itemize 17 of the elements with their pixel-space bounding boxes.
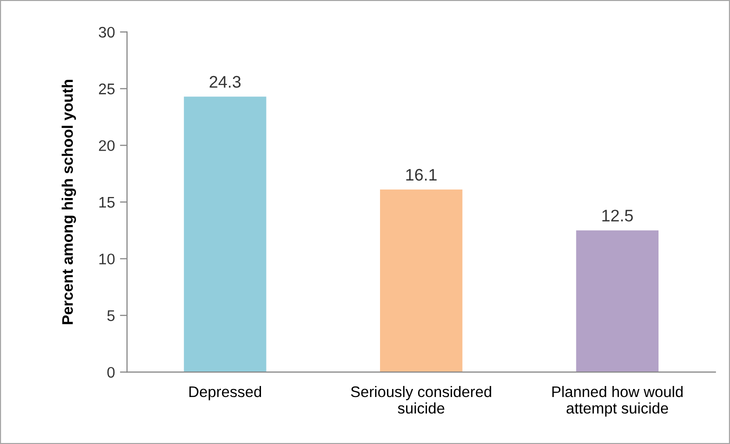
y-tick-label: 25	[98, 84, 115, 94]
x-tick-label: Seriously considered suicide	[351, 386, 492, 414]
bar	[380, 190, 462, 372]
data-label: 16.1	[406, 168, 437, 181]
y-tick-label: 10	[99, 254, 115, 264]
y-tick-label: 15	[99, 197, 115, 208]
y-tick-label: 5	[107, 310, 115, 322]
y-axis-title: Percent among high school youth	[62, 80, 76, 324]
bar	[576, 230, 659, 372]
x-tick-label: Planned how would attempt suicide	[552, 386, 683, 417]
data-label: 12.5	[602, 210, 633, 222]
bar	[184, 96, 266, 372]
data-label: 24.3	[210, 76, 241, 88]
y-tick-label: 30	[98, 26, 115, 38]
y-tick-label: 20	[98, 140, 115, 152]
y-tick-label: 0	[107, 366, 115, 378]
x-tick-label: Depressed	[189, 386, 262, 400]
